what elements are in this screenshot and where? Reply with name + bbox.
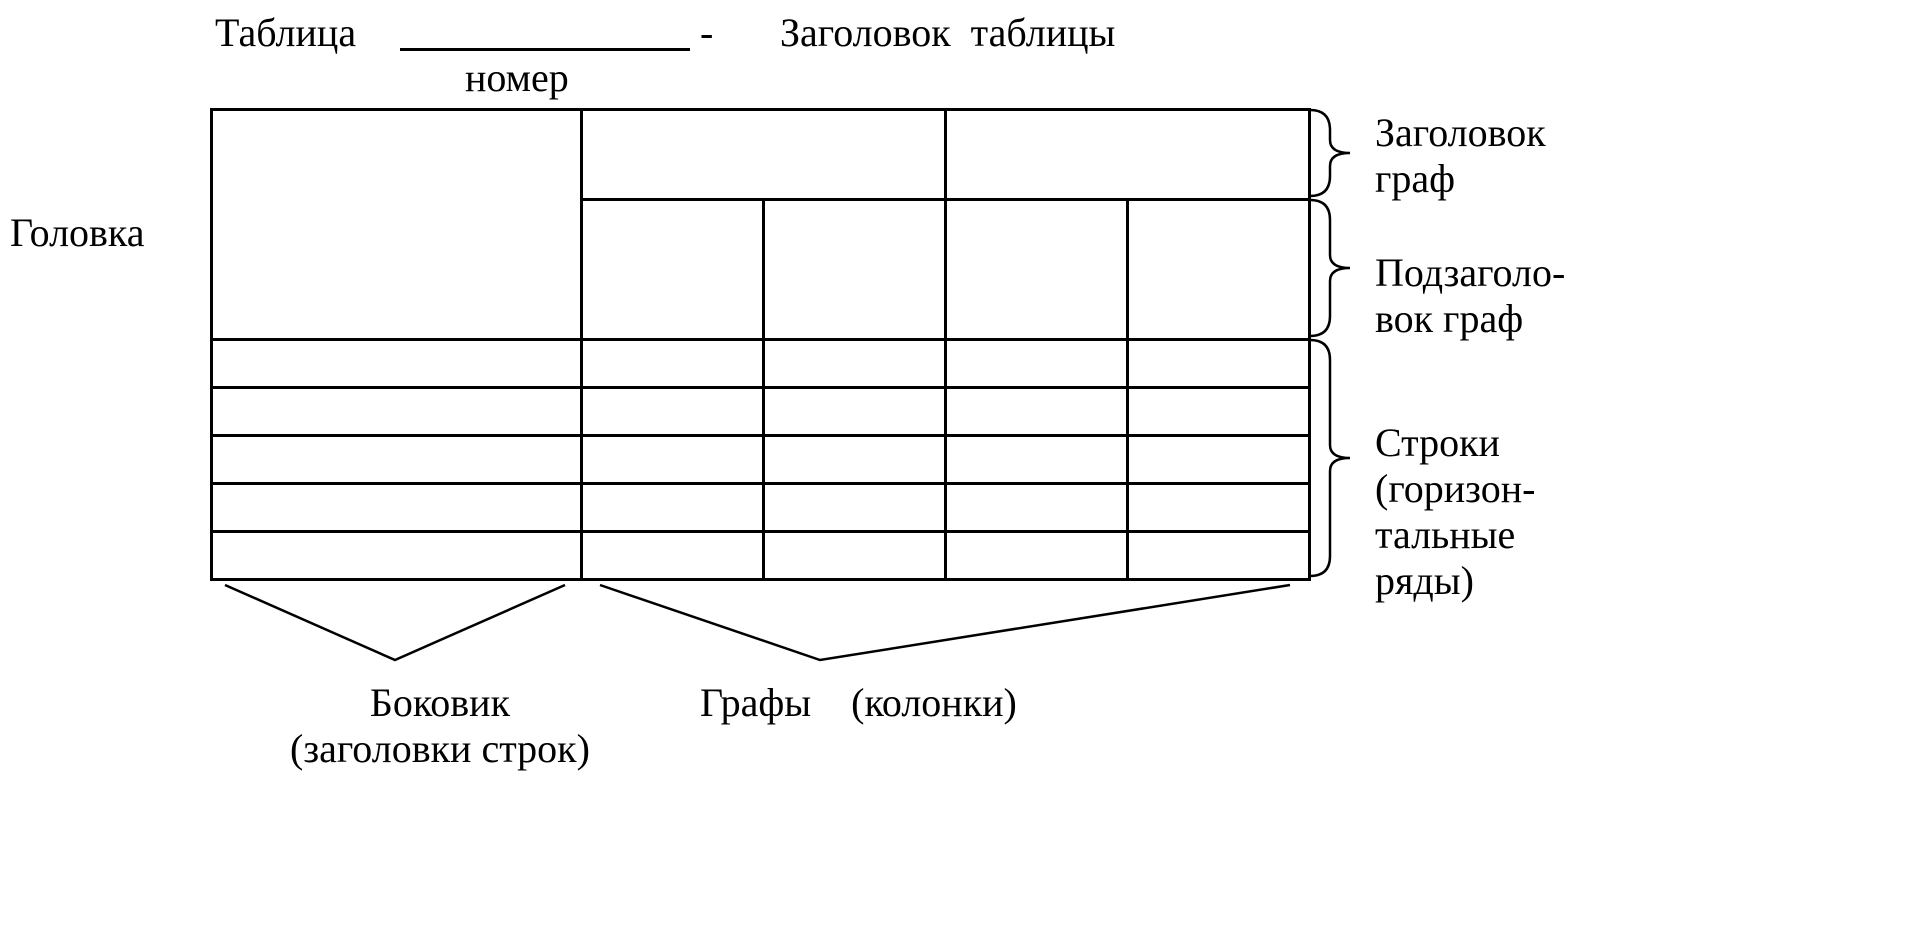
cell [946, 388, 1128, 436]
cell [764, 484, 946, 532]
table-row [212, 340, 1310, 388]
cell [764, 340, 946, 388]
col-subheader-right-label: Подзаголо- вок граф [1375, 250, 1565, 342]
cell [1128, 436, 1310, 484]
columns-bottom-label: Графы (колонки) [700, 680, 1017, 726]
subcol-2 [764, 200, 946, 340]
row-side [212, 436, 582, 484]
row-side [212, 388, 582, 436]
cell [582, 484, 764, 532]
cell [1128, 532, 1310, 580]
brace-col-subheader [1310, 200, 1350, 336]
rows-right-label: Строки (горизон- тальные ряды) [1375, 420, 1535, 604]
col-group-1 [582, 110, 946, 200]
cell [582, 436, 764, 484]
subcol-1 [582, 200, 764, 340]
cell [946, 436, 1128, 484]
title-word-table: Таблица [215, 10, 356, 56]
table-row [212, 532, 1310, 580]
head-cell [212, 110, 582, 340]
table-row [212, 388, 1310, 436]
title-dash: - [700, 10, 713, 56]
cell [946, 340, 1128, 388]
subcol-3 [946, 200, 1128, 340]
brace-col-header [1310, 110, 1350, 196]
col-group-2 [946, 110, 1310, 200]
subcol-4 [1128, 200, 1310, 340]
cell [946, 484, 1128, 532]
cell [582, 340, 764, 388]
diagram-canvas: Таблица - номер Заголовок таблицы Головк… [0, 0, 1924, 935]
title-number-underline [400, 48, 690, 51]
cell [1128, 340, 1310, 388]
cell [1128, 388, 1310, 436]
col-header-right-label: Заголовок граф [1375, 110, 1546, 202]
v-connector-sidebar [225, 585, 565, 660]
cell [764, 388, 946, 436]
cell [582, 532, 764, 580]
row-side [212, 484, 582, 532]
table-row [212, 484, 1310, 532]
row-side [212, 532, 582, 580]
cell [946, 532, 1128, 580]
head-left-label: Головка [10, 210, 145, 256]
cell [764, 532, 946, 580]
table-row [212, 436, 1310, 484]
sidebar-bottom-label: Боковик (заголовки строк) [290, 680, 590, 772]
title-number-label: номер [465, 55, 569, 101]
cell [764, 436, 946, 484]
v-connector-columns [600, 585, 1290, 660]
brace-rows [1310, 340, 1350, 576]
row-side [212, 340, 582, 388]
title-caption: Заголовок таблицы [780, 10, 1115, 56]
cell [1128, 484, 1310, 532]
structure-table [210, 108, 1311, 581]
cell [582, 388, 764, 436]
header-row-1 [212, 110, 1310, 200]
